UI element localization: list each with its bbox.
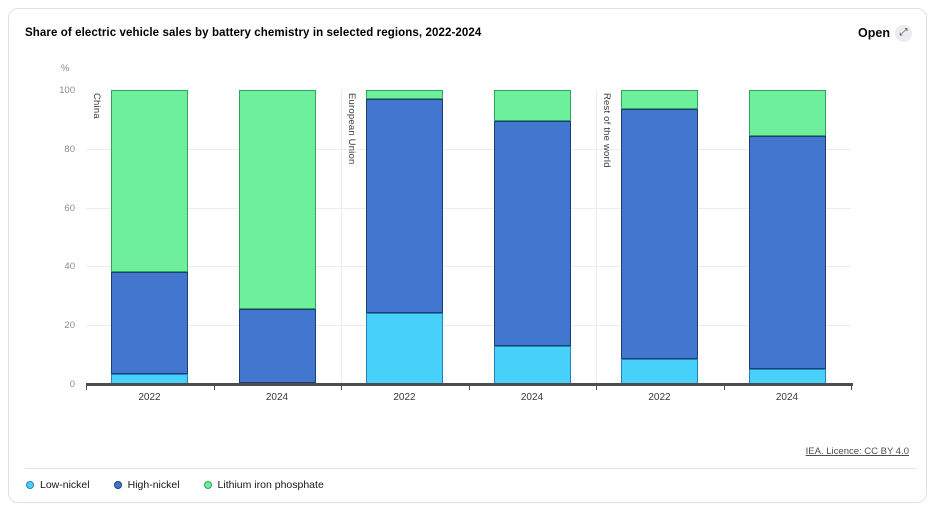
legend-label: Low-nickel xyxy=(40,479,90,491)
bar-segment[interactable] xyxy=(366,313,444,384)
legend-swatch xyxy=(26,481,34,489)
chart-title: Share of electric vehicle sales by batte… xyxy=(25,27,482,39)
bar-segment[interactable] xyxy=(111,272,189,374)
x-tick-mark xyxy=(86,385,87,390)
bar-segment[interactable] xyxy=(748,90,826,136)
gridline-horizontal xyxy=(86,148,851,150)
x-tick-mark xyxy=(468,385,470,390)
bar-segment[interactable] xyxy=(493,120,571,346)
x-tick-label: 2024 xyxy=(265,392,289,403)
x-tick-label: 2022 xyxy=(138,392,161,403)
region-label: Rest of the world xyxy=(601,93,612,168)
legend-item[interactable]: Low-nickel xyxy=(26,479,90,491)
x-axis-line xyxy=(86,383,853,386)
bar-segment[interactable] xyxy=(621,90,699,110)
gridline-horizontal xyxy=(86,266,851,268)
legend-swatch xyxy=(113,481,122,489)
x-tick-mark xyxy=(213,385,215,390)
y-axis-unit-label: % xyxy=(61,63,70,74)
x-tick-label: 2022 xyxy=(393,392,416,403)
legend-label: Lithium iron phosphate xyxy=(217,479,324,491)
x-tick-mark xyxy=(723,385,725,390)
plot-area: China European Union Rest of the world xyxy=(86,90,851,384)
legend-label: High-nickel xyxy=(127,479,180,491)
bar-segment[interactable] xyxy=(366,98,444,314)
expand-icon: ⤢ xyxy=(895,24,912,42)
open-button-label: Open xyxy=(858,26,890,40)
bar-segment[interactable] xyxy=(621,109,699,360)
bar-segment[interactable] xyxy=(493,90,571,121)
bar-segment[interactable] xyxy=(366,90,444,99)
legend-swatch xyxy=(203,481,212,489)
region-label: European Union xyxy=(346,93,357,165)
y-tick-label: 20 xyxy=(64,320,75,332)
bar-segment[interactable] xyxy=(238,90,316,310)
region-label: China xyxy=(91,93,102,119)
x-tick-mark xyxy=(341,385,342,390)
attribution-link[interactable]: IEA. Licence: CC BY 4.0 xyxy=(805,446,909,457)
bar-segment[interactable] xyxy=(621,359,699,384)
card-header: Share of electric vehicle sales by batte… xyxy=(25,21,912,45)
x-tick-label: 2024 xyxy=(775,392,799,403)
bar-segment[interactable] xyxy=(748,135,826,370)
chart-card: Share of electric vehicle sales by batte… xyxy=(8,8,927,503)
gridline-horizontal xyxy=(86,325,851,327)
y-tick-label: 60 xyxy=(64,202,75,214)
x-tick-label: 2022 xyxy=(648,392,671,403)
bar-segment[interactable] xyxy=(238,309,316,383)
x-tick-mark xyxy=(851,385,852,390)
y-tick-label: 80 xyxy=(64,143,75,155)
x-tick-label: 2024 xyxy=(520,392,544,403)
y-tick-label: 100 xyxy=(59,85,75,96)
legend: Low-nickel High-nickel Lithium iron phosph… xyxy=(26,479,324,491)
legend-item[interactable]: High-nickel xyxy=(113,479,180,491)
gridline-horizontal xyxy=(86,207,851,209)
legend-divider xyxy=(25,468,917,469)
y-tick-label: 0 xyxy=(69,379,75,390)
bar-segment[interactable] xyxy=(748,369,826,384)
x-tick-mark xyxy=(596,385,597,390)
bar-segment[interactable] xyxy=(111,90,189,273)
open-button[interactable]: Open ⤢ xyxy=(858,24,912,42)
gridline-region-separator xyxy=(596,90,597,384)
y-tick-label: 40 xyxy=(64,261,75,273)
gridline-region-separator xyxy=(341,90,342,384)
legend-item[interactable]: Lithium iron phosphate xyxy=(203,479,324,491)
bar-segment[interactable] xyxy=(493,345,571,384)
